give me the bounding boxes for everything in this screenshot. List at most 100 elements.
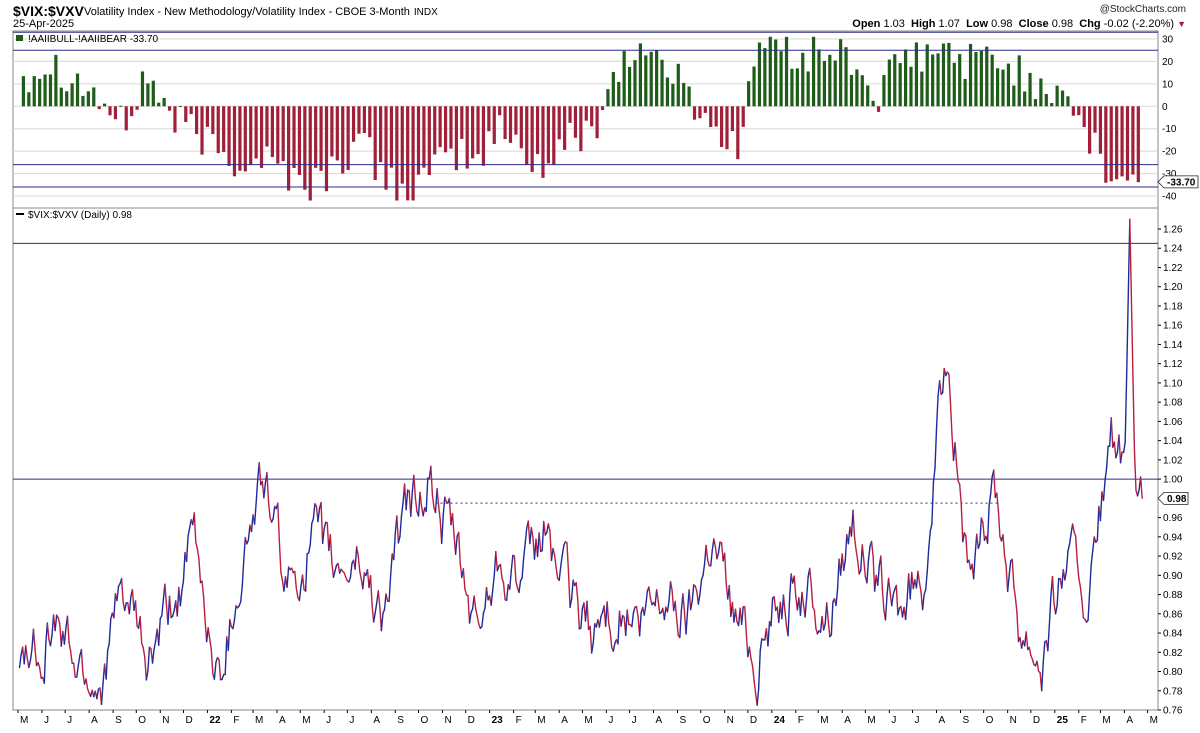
sentiment-bar bbox=[784, 36, 789, 107]
ratio-line-segment bbox=[1040, 662, 1044, 692]
top-y-tick: 20 bbox=[1162, 57, 1174, 68]
ratio-line-segment bbox=[492, 574, 495, 591]
main-y-tick: 0.80 bbox=[1163, 667, 1183, 678]
sentiment-bar bbox=[400, 106, 404, 184]
ratio-line-segment bbox=[558, 565, 562, 581]
ratio-line-segment bbox=[756, 687, 760, 706]
sentiment-bar bbox=[752, 66, 756, 107]
sentiment-bar bbox=[287, 106, 291, 191]
sentiment-bar bbox=[119, 105, 123, 107]
ratio-line-segment bbox=[679, 609, 683, 639]
ratio-line-segment bbox=[813, 609, 817, 630]
sentiment-bar bbox=[1001, 69, 1005, 107]
down-triangle-icon: ▼ bbox=[1177, 19, 1186, 29]
ratio-line-segment bbox=[145, 670, 149, 681]
low-value: 0.98 bbox=[991, 18, 1013, 30]
ratio-line-segment bbox=[1051, 575, 1055, 605]
sentiment-bar bbox=[709, 106, 713, 128]
sentiment-bar bbox=[1028, 72, 1032, 107]
ratio-line-segment bbox=[46, 622, 50, 641]
ratio-line-segment bbox=[399, 514, 403, 538]
ratio-line-segment bbox=[131, 589, 135, 611]
ratio-line-segment bbox=[620, 614, 624, 627]
ratio-line-segment bbox=[638, 612, 642, 637]
ratio-line-segment bbox=[1102, 479, 1106, 502]
ratio-line-segment bbox=[485, 586, 489, 601]
ratio-line-segment bbox=[286, 566, 290, 588]
sentiment-bar bbox=[492, 106, 496, 144]
sentiment-bar bbox=[1136, 106, 1140, 183]
ratio-line-segment bbox=[210, 648, 214, 675]
ratio-line-segment bbox=[400, 502, 404, 517]
ratio-line-segment bbox=[158, 617, 161, 647]
sentiment-bar bbox=[638, 43, 642, 107]
ratio-line-segment bbox=[311, 518, 315, 525]
ratio-line-segment bbox=[374, 602, 378, 614]
ratio-line-segment bbox=[932, 467, 936, 484]
sentiment-bar bbox=[259, 106, 264, 168]
sentiment-bar bbox=[227, 106, 231, 166]
ratio-line-segment bbox=[1006, 574, 1010, 593]
ratio-line-segment bbox=[198, 558, 202, 584]
sentiment-bar bbox=[600, 106, 605, 110]
main-y-tick: 1.26 bbox=[1163, 225, 1183, 236]
ratio-line-segment bbox=[782, 594, 786, 612]
sentiment-bar bbox=[167, 106, 172, 111]
x-tick-label: J bbox=[915, 715, 920, 726]
sentiment-bar bbox=[54, 54, 58, 107]
main-y-tick: 0.82 bbox=[1163, 648, 1183, 659]
ratio-line-segment bbox=[207, 627, 211, 640]
ratio-line-segment bbox=[451, 512, 455, 537]
ratio-line-segment bbox=[224, 636, 228, 676]
sentiment-bar bbox=[903, 49, 908, 107]
sentiment-bar bbox=[173, 106, 177, 133]
ratio-line-segment bbox=[96, 688, 100, 700]
sentiment-bar bbox=[866, 85, 870, 107]
main-y-tick: 0.94 bbox=[1163, 532, 1183, 543]
sentiment-bar bbox=[768, 36, 772, 107]
sentiment-bar bbox=[422, 106, 426, 168]
sentiment-bar bbox=[102, 103, 107, 107]
ratio-line-segment bbox=[144, 656, 148, 681]
sentiment-bar bbox=[968, 43, 973, 107]
ratio-line-segment bbox=[784, 610, 788, 628]
ratio-line-segment bbox=[57, 617, 61, 625]
ratio-line-segment bbox=[34, 647, 38, 667]
ratio-line-segment bbox=[521, 557, 525, 579]
stockcharts-credit: @StockCharts.com bbox=[1099, 4, 1186, 15]
ratio-line-segment bbox=[320, 501, 324, 545]
ratio-line-segment bbox=[389, 553, 393, 576]
sentiment-bar bbox=[243, 106, 247, 172]
ratio-line-segment bbox=[413, 474, 417, 499]
ratio-line-segment bbox=[1079, 585, 1083, 601]
ratio-line-segment bbox=[120, 577, 124, 603]
sentiment-bar bbox=[584, 106, 588, 121]
x-tick-label: F bbox=[1081, 715, 1087, 726]
ratio-line-segment bbox=[1124, 372, 1128, 443]
ratio-line-segment bbox=[202, 595, 206, 622]
sentiment-bar bbox=[698, 106, 702, 119]
sentiment-bar bbox=[849, 74, 854, 107]
ratio-line-segment bbox=[1076, 560, 1080, 579]
ratio-line-segment bbox=[181, 579, 185, 592]
sentiment-bar bbox=[557, 106, 561, 140]
sentiment-bar bbox=[232, 106, 237, 177]
exchange-label: INDX bbox=[413, 7, 438, 18]
ratio-line-segment bbox=[277, 502, 281, 541]
ratio-line-segment bbox=[600, 611, 604, 618]
ratio-line-segment bbox=[171, 609, 175, 617]
sentiment-bar bbox=[146, 83, 150, 107]
ratio-line-segment bbox=[713, 538, 717, 548]
x-tick-label: N bbox=[1010, 715, 1017, 726]
main-y-tick: 0.92 bbox=[1163, 552, 1183, 563]
ratio-line-segment bbox=[1036, 660, 1040, 672]
sentiment-bar bbox=[205, 106, 210, 127]
ratio-line-segment bbox=[1091, 536, 1095, 552]
main-y-tick: 1.04 bbox=[1163, 436, 1183, 447]
ratio-line-segment bbox=[697, 593, 701, 605]
main-panel: 1.26 1.24 1.22 1.20 1.18 1.16 1.14 1.12 1.10 1.08… bbox=[12, 207, 1189, 717]
sentiment-bar bbox=[1125, 106, 1130, 181]
x-tick-label: D bbox=[468, 715, 475, 726]
ratio-line-segment bbox=[280, 571, 284, 582]
ratio-line-segment bbox=[972, 553, 976, 580]
